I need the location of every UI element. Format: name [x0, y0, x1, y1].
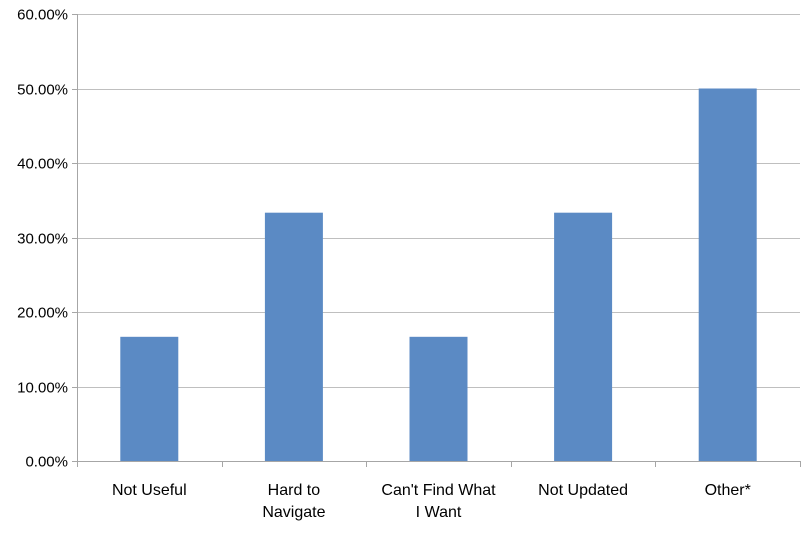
- y-tick-label: 0.00%: [25, 454, 68, 471]
- bar: [120, 336, 179, 461]
- x-category-label: Can't Find What I Want: [381, 482, 496, 521]
- x-axis-category-labels: Not Useful Hard to Navigate Can't Find What…: [112, 482, 751, 521]
- x-category-label: Not Useful: [112, 482, 187, 499]
- gridlines: [77, 14, 800, 388]
- x-category-label-line: Not Updated: [538, 482, 628, 499]
- y-tick-label: 30.00%: [17, 231, 68, 248]
- x-category-label-line: Can't Find What: [381, 482, 496, 499]
- x-category-label: Other*: [705, 482, 751, 499]
- bars: [120, 88, 757, 461]
- axes: [72, 14, 801, 467]
- y-tick-label: 50.00%: [17, 82, 68, 99]
- bar: [698, 88, 757, 461]
- y-tick-label: 20.00%: [17, 305, 68, 322]
- x-category-label-line: Navigate: [262, 504, 325, 521]
- x-category-label-line: Hard to: [268, 482, 321, 499]
- y-tick-label: 60.00%: [17, 7, 68, 24]
- x-category-label-line: I Want: [416, 504, 462, 521]
- x-category-label-line: Other*: [705, 482, 751, 499]
- y-axis-tick-labels: 0.00% 10.00% 20.00% 30.00% 40.00% 50.00% 60.00…: [17, 7, 68, 471]
- x-category-label: Hard to Navigate: [262, 482, 325, 521]
- x-category-label: Not Updated: [538, 482, 628, 499]
- bar: [554, 212, 613, 461]
- x-category-label-line: Not Useful: [112, 482, 187, 499]
- y-tick-label: 10.00%: [17, 380, 68, 397]
- bar: [264, 212, 323, 461]
- bar: [409, 336, 468, 461]
- y-tick-label: 40.00%: [17, 156, 68, 173]
